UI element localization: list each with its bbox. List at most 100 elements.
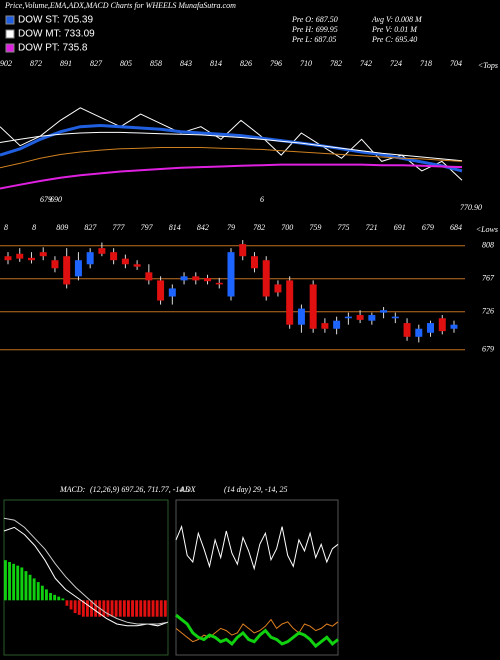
candle-body (380, 310, 388, 313)
legend-swatch (5, 15, 15, 25)
candle-body (438, 318, 446, 332)
extreme-label: 704 (450, 59, 462, 68)
series-line (0, 123, 463, 173)
candle-body (39, 252, 47, 257)
candle-body (133, 264, 141, 267)
histogram-bar (8, 562, 11, 601)
candle-body (16, 253, 24, 259)
extreme-note: <Lows (476, 225, 498, 234)
histogram-bar (127, 600, 130, 617)
info-text: Avg V: 0.008 M (371, 15, 423, 24)
candle-body (403, 323, 411, 337)
legend-swatch (5, 43, 15, 53)
histogram-bar (106, 600, 110, 617)
candle-body (27, 257, 35, 261)
extreme-label: 782 (330, 59, 342, 68)
candle-body (192, 276, 200, 281)
extreme-label: 827 (84, 223, 97, 232)
candle-body (321, 323, 329, 329)
histogram-bar (61, 598, 65, 601)
extreme-label: 814 (169, 223, 181, 232)
y-tick-label: 808 (482, 241, 494, 250)
low-label: 679 (40, 195, 52, 204)
extreme-label: 805 (120, 59, 132, 68)
series-line (0, 163, 463, 190)
panel-title: MACD: (59, 485, 86, 494)
extreme-label: 724 (390, 59, 402, 68)
page-title: Price,Volume,EMA,ADX,MACD Charts for WHE… (4, 1, 236, 10)
histogram-bar (110, 600, 114, 617)
extreme-label: 775 (338, 223, 350, 232)
histogram-bar (28, 574, 32, 601)
y-tick-label: 726 (482, 307, 494, 316)
extreme-label: 891 (60, 59, 72, 68)
candle-body (274, 284, 282, 293)
extreme-label: 827 (90, 59, 103, 68)
histogram-bar (139, 600, 143, 617)
histogram-bar (102, 600, 106, 617)
series-line (0, 131, 463, 162)
histogram-bar (135, 600, 139, 617)
series-line (3, 517, 169, 625)
extreme-label: 700 (281, 223, 293, 232)
low-label: 690 (50, 195, 62, 204)
extreme-label: 872 (30, 59, 42, 68)
candle-body (74, 260, 82, 277)
histogram-bar (36, 582, 40, 601)
info-text: Pre L: 687.05 (291, 35, 336, 44)
extreme-label: 777 (113, 223, 126, 232)
extreme-label: 710 (300, 59, 312, 68)
candle-body (427, 323, 435, 333)
histogram-bar (86, 600, 89, 617)
candle-body (333, 320, 341, 329)
extreme-label: 721 (366, 223, 378, 232)
candle-body (51, 260, 59, 269)
extreme-label: 691 (394, 223, 406, 232)
candle-body (356, 315, 364, 320)
histogram-bar (40, 585, 44, 601)
histogram-bar (114, 600, 118, 617)
extreme-label: 842 (197, 223, 209, 232)
extreme-label: 79 (227, 223, 235, 232)
histogram-bar (147, 600, 151, 617)
candle-body (250, 256, 258, 269)
histogram-bar (143, 600, 147, 617)
extreme-note: <Tops (478, 61, 498, 70)
info-text: Pre V: 0.01 M (371, 25, 418, 34)
extreme-label: 814 (210, 59, 222, 68)
histogram-bar (24, 571, 28, 601)
candle-body (110, 252, 118, 261)
candle-body (239, 244, 247, 257)
candle-body (368, 315, 376, 321)
candle-body (98, 248, 106, 254)
histogram-bar (32, 578, 36, 601)
candle-body (204, 277, 212, 282)
candle-body (344, 316, 352, 319)
series-line (0, 107, 463, 181)
histogram-bar (163, 600, 167, 617)
extreme-label: 742 (360, 59, 372, 68)
histogram-bar (4, 560, 7, 601)
series-line (175, 524, 339, 571)
extreme-label: 858 (150, 59, 162, 68)
legend-label: DOW MT: 733.09 (18, 29, 95, 40)
histogram-bar (20, 567, 24, 601)
candle-body (215, 282, 223, 285)
candle-body (262, 260, 270, 297)
histogram-bar (53, 594, 57, 601)
candle-body (309, 284, 317, 329)
series-line (3, 526, 169, 627)
candle-body (391, 316, 399, 319)
extreme-label: 782 (253, 223, 265, 232)
candle-body (86, 252, 94, 265)
panel-subtitle: (14 day) 29, -14, 25 (224, 485, 288, 494)
extreme-label: 679 (422, 223, 434, 232)
histogram-bar (69, 600, 73, 610)
histogram-bar (90, 600, 93, 617)
info-text: Pre C: 695.40 (371, 35, 417, 44)
candle-body (4, 256, 12, 261)
panel-frame (175, 499, 339, 656)
histogram-bar (65, 600, 69, 606)
extreme-label: 684 (450, 223, 462, 232)
panel-title: ADX (179, 485, 197, 494)
